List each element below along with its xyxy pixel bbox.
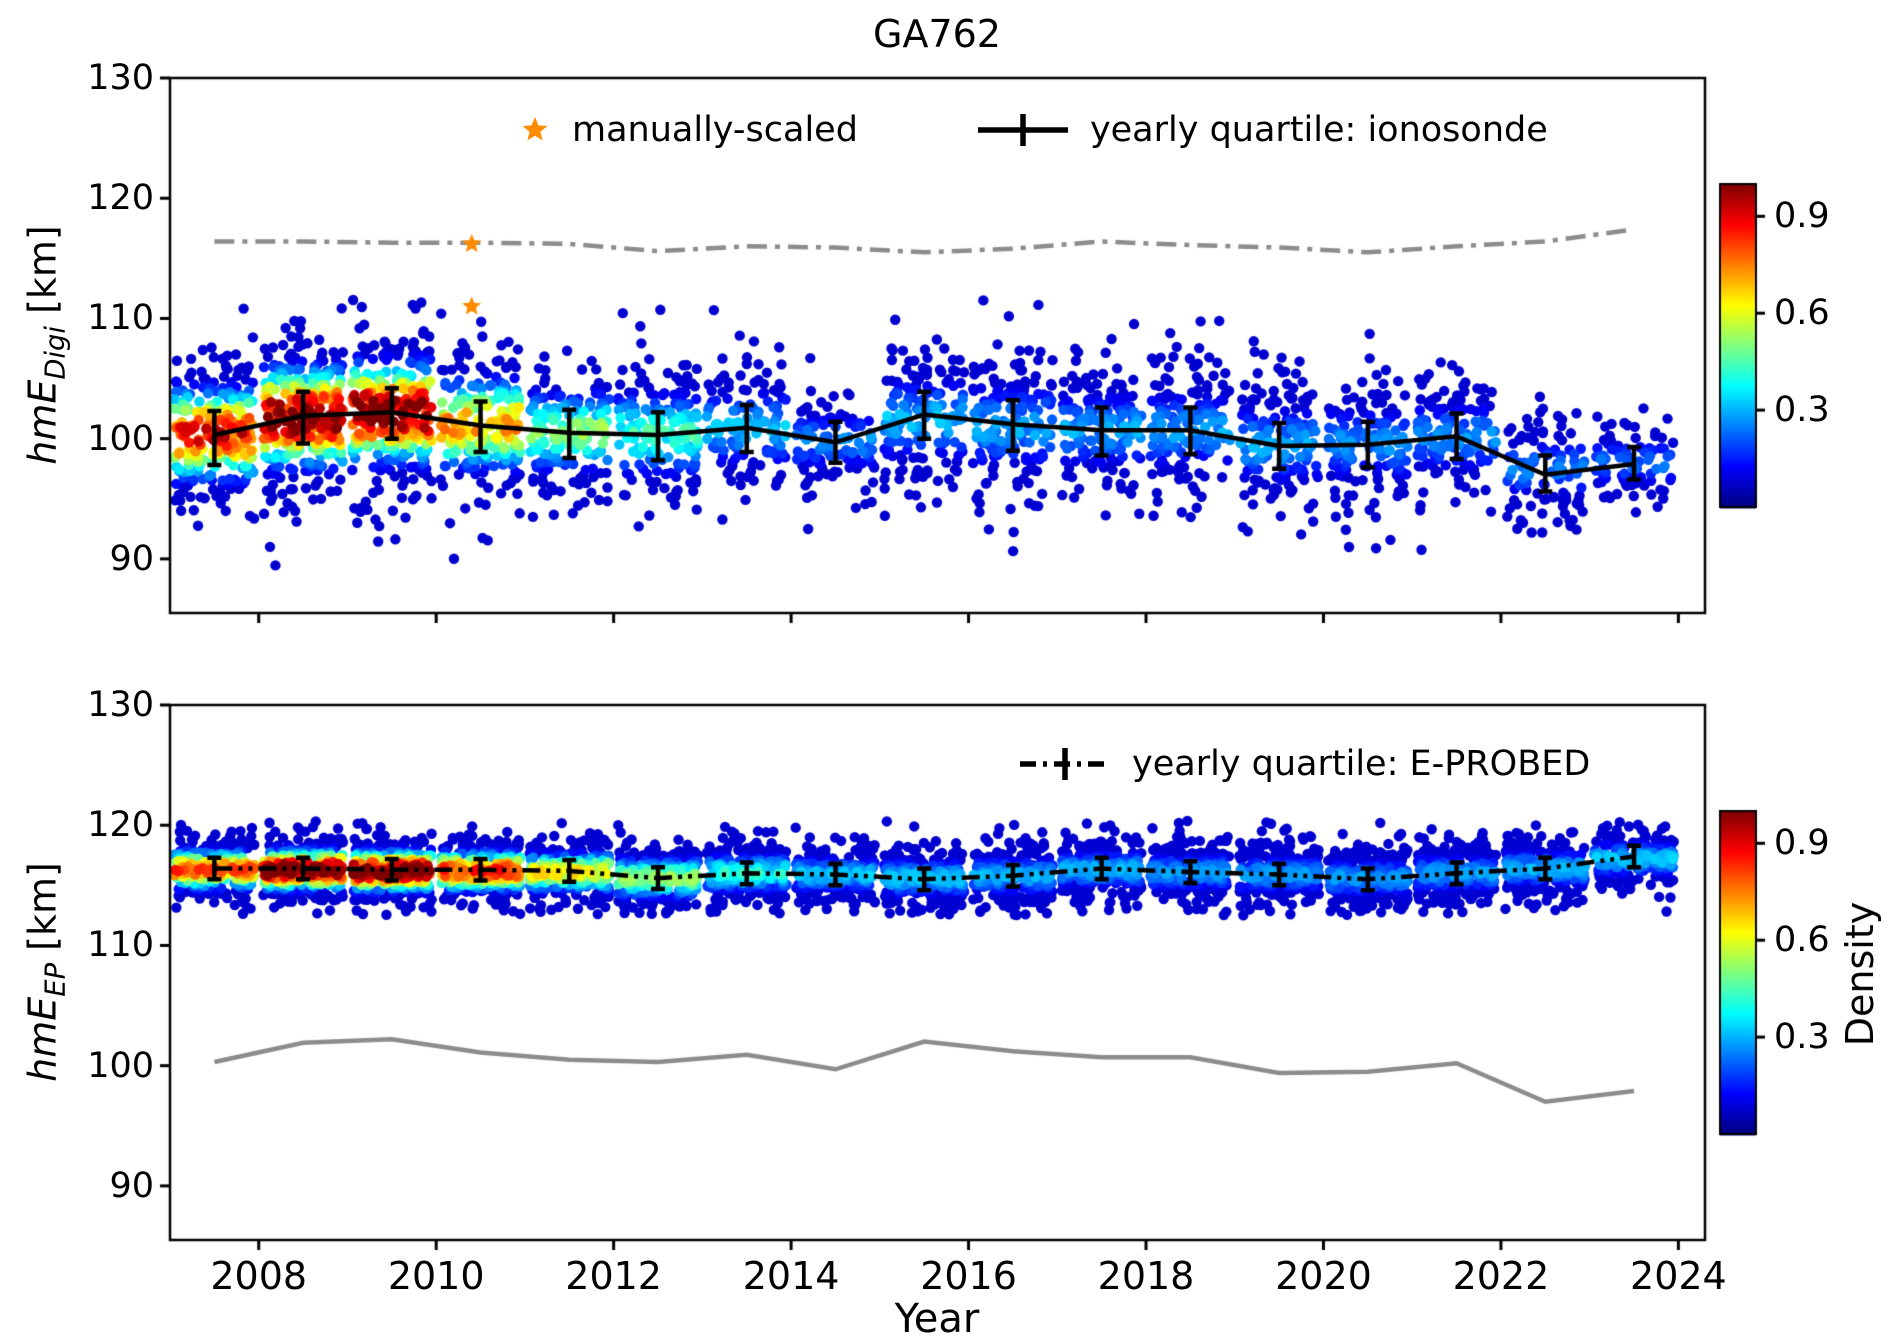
- y-tick-label: 130: [87, 58, 154, 98]
- y-tick-label: 100: [87, 418, 154, 459]
- y-tick-label: 110: [87, 925, 154, 966]
- y-tick-label: 130: [87, 685, 154, 725]
- y-axis-label-top-subscript: Digi: [40, 326, 72, 380]
- y-axis-label-bottom-subscript: EP: [40, 962, 72, 997]
- colorbar-tick-label: 0.9: [1774, 823, 1830, 864]
- x-tick-label: 2020: [1275, 1254, 1372, 1298]
- y-tick-label: 110: [87, 298, 154, 339]
- legend-label-quartile-ionosonde: yearly quartile: ionosonde: [1089, 110, 1548, 150]
- y-axis-label-bottom-unit: [km]: [20, 862, 65, 963]
- errorbar-solid-line-icon: [977, 114, 1068, 146]
- y-axis-label-top-main: hmE: [20, 379, 65, 465]
- colorbar-tick-label: 0.3: [1774, 1017, 1830, 1058]
- x-axis-label: Year: [894, 1296, 980, 1342]
- star-icon: [522, 117, 548, 141]
- legend-entry-quartile-ionosonde: yearly quartile: ionosonde: [977, 110, 1548, 150]
- colorbar-tick-label: 0.3: [1774, 390, 1830, 431]
- x-tick-label: 2012: [565, 1254, 662, 1298]
- legend-label-quartile-eprobed: yearly quartile: E-PROBED: [1132, 744, 1591, 784]
- legend-entry-quartile-eprobed: yearly quartile: E-PROBED: [1020, 744, 1590, 784]
- x-tick-label: 2018: [1097, 1254, 1195, 1298]
- legend-entry-manually-scaled: manually-scaled: [520, 110, 858, 150]
- x-tick-label: 2008: [210, 1254, 308, 1298]
- x-tick-label: 2016: [920, 1254, 1017, 1298]
- x-tick-label: 2010: [387, 1254, 485, 1298]
- y-tick-label: 120: [87, 805, 154, 846]
- errorbar-dashdot-line-icon: [1020, 748, 1110, 780]
- y-tick-label: 90: [109, 1165, 154, 1206]
- legend-label-manually-scaled: manually-scaled: [572, 110, 858, 150]
- y-tick-label: 90: [109, 538, 154, 579]
- colorbar-tick-label: 0.9: [1774, 196, 1830, 237]
- x-tick-label: 2024: [1630, 1254, 1727, 1298]
- legend-top: manually-scaled yearly quartile: ionoson…: [520, 110, 1548, 150]
- colorbar-tick-label: 0.6: [1774, 920, 1830, 961]
- x-tick-label: 2014: [742, 1254, 840, 1298]
- colorbar-density-label: Density: [1838, 901, 1882, 1047]
- colorbar-tick-label: 0.6: [1774, 293, 1830, 334]
- legend-bottom: yearly quartile: E-PROBED: [1020, 744, 1590, 784]
- y-tick-label: 120: [87, 178, 154, 219]
- y-axis-label-top: hmEDigi [km]: [21, 225, 72, 465]
- y-axis-label-top-unit: [km]: [20, 225, 65, 326]
- y-tick-label: 100: [87, 1045, 154, 1086]
- figure-title: GA762: [873, 12, 1001, 56]
- y-axis-label-bottom-main: hmE: [20, 996, 65, 1082]
- x-tick-label: 2022: [1452, 1254, 1550, 1298]
- y-axis-label-bottom: hmEEP [km]: [21, 862, 72, 1082]
